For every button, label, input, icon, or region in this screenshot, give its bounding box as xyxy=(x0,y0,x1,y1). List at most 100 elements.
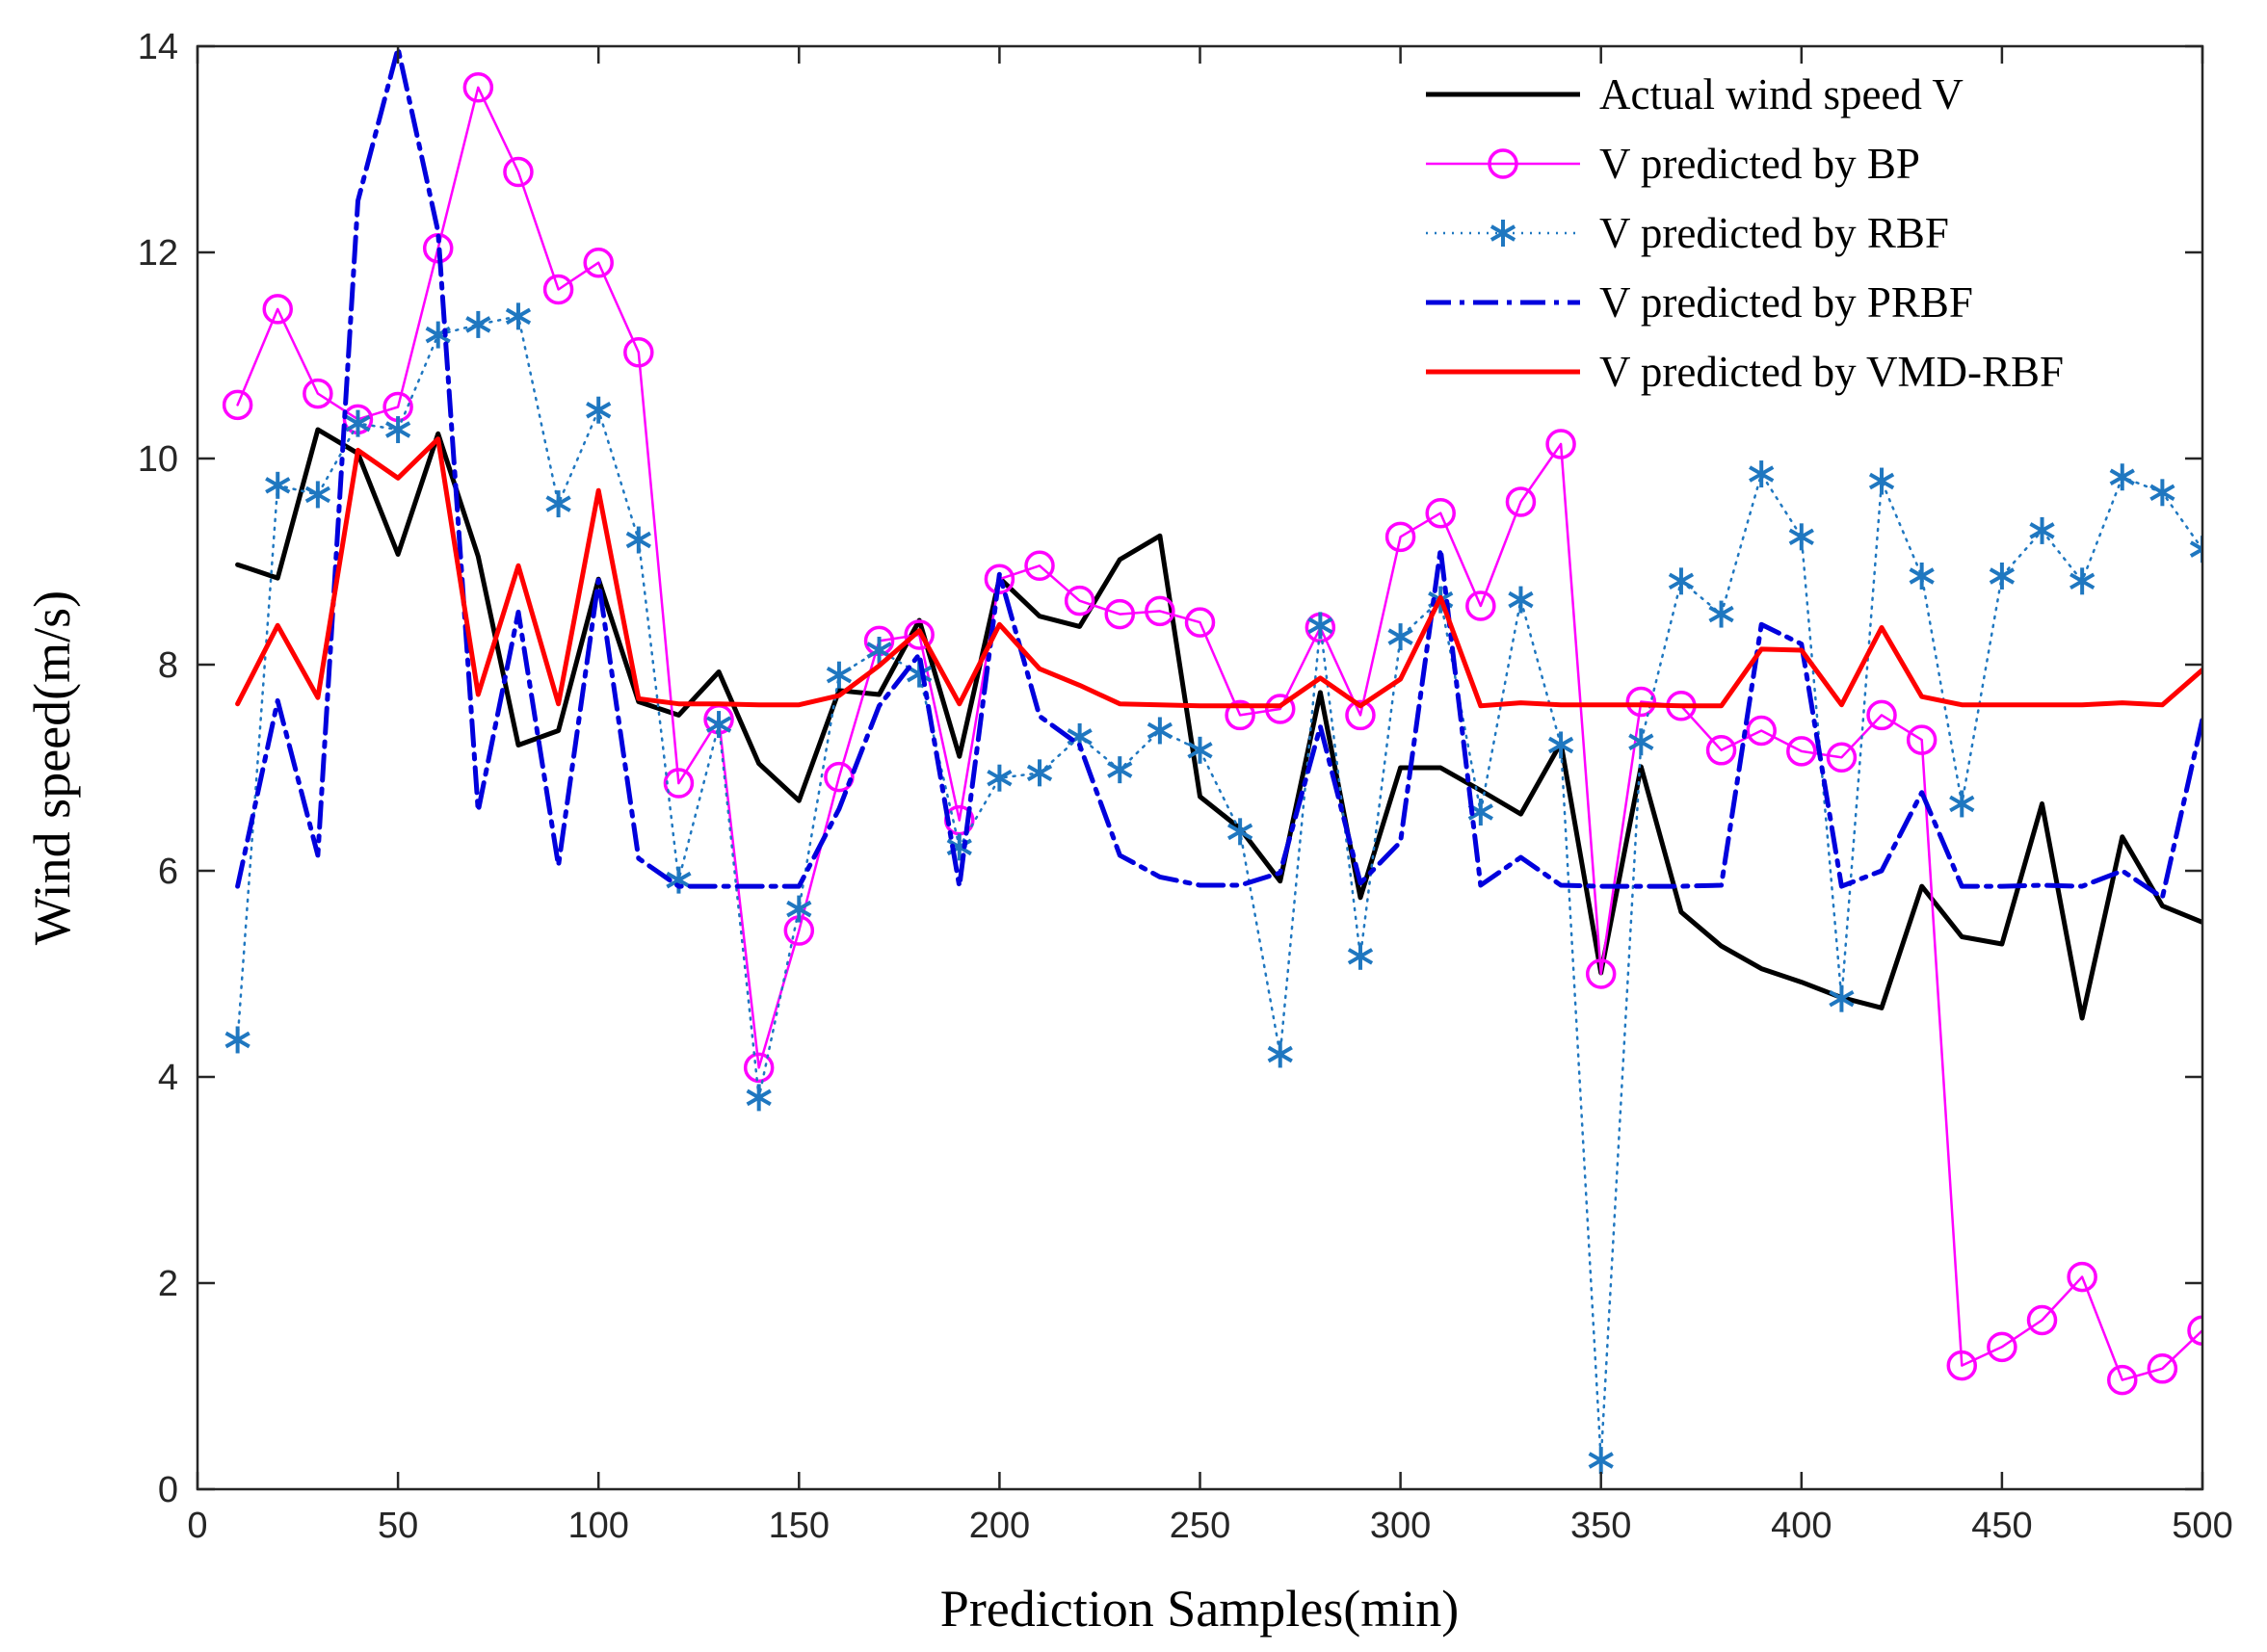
data-point xyxy=(1508,586,1534,614)
data-point xyxy=(542,274,574,305)
legend-label: V predicted by RBF xyxy=(1599,209,1949,257)
data-point xyxy=(2029,516,2055,544)
data-point xyxy=(2109,463,2135,491)
data-point xyxy=(1866,699,1897,731)
data-point xyxy=(462,72,494,103)
data-point xyxy=(303,378,333,409)
data-point xyxy=(1384,521,1416,553)
data-point xyxy=(1786,736,1817,767)
x-tick-label: 400 xyxy=(1771,1506,1832,1546)
data-point xyxy=(1588,1447,1614,1475)
data-point xyxy=(586,396,612,424)
data-point xyxy=(2187,1315,2202,1346)
legend-item: V predicted by RBF xyxy=(1426,209,1949,257)
legend-item: Actual wind speed V xyxy=(1426,70,1964,118)
data-point xyxy=(1107,756,1133,784)
data-point xyxy=(1868,467,1895,495)
data-point xyxy=(746,1084,772,1112)
series-line xyxy=(236,86,2202,1381)
data-point xyxy=(1708,600,1734,628)
legend-item: V predicted by VMD-RBF xyxy=(1426,348,2064,396)
series-4 xyxy=(235,45,2202,901)
data-point xyxy=(2149,479,2175,507)
data-point xyxy=(1387,623,1413,651)
x-tick-label: 50 xyxy=(378,1506,418,1546)
data-point xyxy=(663,768,695,799)
data-point xyxy=(1187,736,1213,764)
data-point xyxy=(1949,790,1975,818)
data-point xyxy=(2107,1364,2138,1396)
data-point xyxy=(1147,717,1173,745)
y-tick-label: 6 xyxy=(158,852,178,892)
x-tick-label: 0 xyxy=(187,1506,207,1546)
data-point xyxy=(265,471,291,499)
y-tick-label: 10 xyxy=(138,439,178,480)
data-point xyxy=(1225,699,1255,731)
x-tick-label: 250 xyxy=(1170,1506,1230,1546)
x-tick-label: 450 xyxy=(1971,1506,2032,1546)
data-point xyxy=(2069,567,2096,595)
legend: Actual wind speed V V predicted by BP V pr… xyxy=(1426,70,2064,396)
data-point xyxy=(987,764,1013,792)
series-line xyxy=(236,315,2202,1462)
legend-item: V predicted by PRBF xyxy=(1426,278,1973,327)
data-point xyxy=(1946,1350,1978,1381)
x-tick-label: 200 xyxy=(969,1506,1030,1546)
data-point xyxy=(1705,735,1737,766)
series-line xyxy=(235,45,2202,901)
data-point xyxy=(786,895,812,923)
data-point xyxy=(1749,460,1775,488)
data-point xyxy=(1668,567,1695,595)
data-point xyxy=(545,490,571,518)
data-point xyxy=(1345,699,1376,731)
data-point xyxy=(1465,590,1496,621)
legend-label: Actual wind speed V xyxy=(1599,70,1964,118)
data-point xyxy=(666,866,692,894)
x-tick-label: 100 xyxy=(567,1506,628,1546)
data-point xyxy=(1628,728,1654,756)
legend-item: V predicted by BP xyxy=(1426,140,1920,188)
data-point xyxy=(2026,1304,2058,1336)
data-point xyxy=(384,416,411,444)
data-point xyxy=(1909,562,1935,590)
series-line xyxy=(235,436,2202,709)
data-point xyxy=(826,661,853,689)
x-tick-label: 500 xyxy=(2172,1506,2232,1546)
data-point xyxy=(1545,429,1576,459)
x-tick-label: 150 xyxy=(769,1506,830,1546)
y-tick-label: 2 xyxy=(158,1264,178,1304)
data-point xyxy=(2147,1353,2178,1384)
y-axis: 0 2 4 6 8 10 12 14 xyxy=(138,27,2202,1510)
data-point xyxy=(222,389,253,421)
x-axis: 0 50 100 150 200 250 300 350 400 450 500 xyxy=(187,46,2233,1546)
data-point xyxy=(1267,1040,1293,1068)
x-axis-title: Prediction Samples(min) xyxy=(940,1580,1459,1638)
data-point xyxy=(1585,958,1617,989)
data-point xyxy=(1425,497,1456,529)
data-point xyxy=(1024,550,1055,582)
data-point xyxy=(1226,818,1253,846)
data-point xyxy=(743,1052,775,1084)
data-point xyxy=(304,481,330,509)
data-point xyxy=(623,337,654,368)
data-point xyxy=(1307,612,1333,640)
data-point xyxy=(2067,1261,2097,1293)
data-point xyxy=(1104,598,1136,630)
series-5 xyxy=(235,436,2202,709)
data-point xyxy=(1145,595,1175,627)
data-point xyxy=(1064,585,1095,616)
x-tick-label: 350 xyxy=(1570,1506,1631,1546)
data-point xyxy=(1547,731,1574,759)
y-axis-title: Wind speed(m/s) xyxy=(23,590,81,945)
data-point xyxy=(1826,742,1858,774)
data-point xyxy=(583,247,614,278)
data-point xyxy=(1505,486,1537,517)
y-tick-label: 4 xyxy=(158,1058,178,1098)
data-point xyxy=(224,1026,250,1054)
data-point xyxy=(1987,1331,2017,1363)
data-point xyxy=(465,310,491,338)
legend-label: V predicted by PRBF xyxy=(1599,278,1973,327)
data-point xyxy=(505,302,532,330)
x-tick-label: 300 xyxy=(1370,1506,1431,1546)
